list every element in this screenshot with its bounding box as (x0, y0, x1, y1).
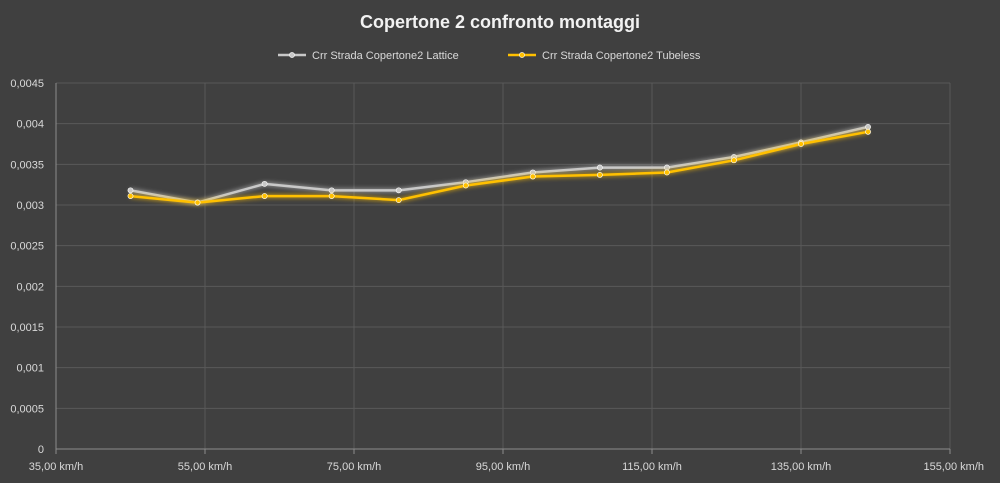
legend-item[interactable]: Crr Strada Copertone2 Lattice (278, 50, 459, 62)
data-point[interactable] (194, 199, 201, 206)
data-point[interactable] (395, 197, 402, 204)
data-point[interactable] (664, 164, 670, 171)
legend: Crr Strada Copertone2 Lattice Crr Strada … (278, 50, 701, 62)
data-point[interactable] (261, 193, 268, 199)
series-line (130, 130, 869, 204)
chart-title: Copertone 2 confronto montaggi (360, 12, 640, 32)
data-point[interactable] (596, 164, 603, 171)
legend-marker (289, 52, 295, 58)
data-point[interactable] (731, 157, 737, 164)
data-point[interactable] (395, 187, 402, 194)
y-tick-label: 0,002 (16, 281, 44, 293)
y-tick-label: 0,001 (16, 363, 44, 375)
data-point[interactable] (664, 169, 670, 176)
grid (56, 82, 951, 449)
legend-marker (519, 52, 525, 58)
x-tick-label: 155,00 km/h (923, 461, 984, 473)
y-tick-label: 0,0025 (10, 241, 44, 253)
data-point[interactable] (328, 193, 335, 199)
data-point[interactable] (798, 141, 804, 147)
y-tick-label: 0,004 (16, 119, 44, 131)
x-tick-label: 35,00 km/h (29, 461, 83, 473)
y-tick-label: 0,003 (16, 200, 44, 212)
x-tick-label: 55,00 km/h (178, 461, 232, 473)
data-point[interactable] (127, 187, 134, 194)
axes: 0 0,0005 0,001 0,0015 0,002 0,0025 0,003 0,0035… (10, 78, 984, 473)
legend-item[interactable]: Crr Strada Copertone2 Tubeless (508, 50, 701, 62)
series-group (127, 124, 871, 206)
x-tick-label: 115,00 km/h (622, 461, 682, 473)
x-tick-label: 135,00 km/h (771, 461, 832, 473)
data-point[interactable] (865, 124, 871, 130)
y-tick-label: 0,0005 (10, 403, 44, 415)
series-line (130, 125, 869, 204)
data-point[interactable] (529, 173, 536, 180)
data-point[interactable] (596, 172, 603, 178)
legend-label: Crr Strada Copertone2 Tubeless (542, 50, 701, 62)
legend-label: Crr Strada Copertone2 Lattice (312, 50, 459, 62)
x-tick-label: 75,00 km/h (327, 461, 381, 473)
y-tick-label: 0,0015 (10, 322, 44, 334)
x-tick-label: 95,00 km/h (476, 461, 530, 473)
y-tick-label: 0,0045 (10, 78, 44, 90)
y-tick-label: 0 (38, 444, 44, 456)
data-point[interactable] (127, 193, 134, 199)
data-point[interactable] (462, 182, 469, 189)
y-tick-label: 0,0035 (10, 159, 44, 171)
data-point[interactable] (328, 187, 335, 194)
data-point[interactable] (865, 128, 871, 135)
data-point[interactable] (261, 180, 268, 187)
series-2 (127, 128, 871, 206)
